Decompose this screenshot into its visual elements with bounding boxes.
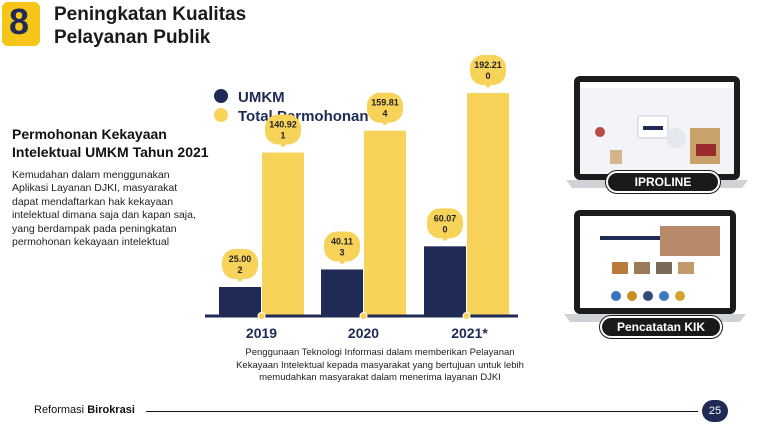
data-label-value: 40.11: [331, 236, 353, 246]
category-marker: [257, 312, 266, 320]
paragraph-line: permohonan kekayaan intelektual: [12, 236, 170, 249]
data-label-bubble: [222, 248, 258, 279]
data-label-value: 140.92: [269, 120, 297, 130]
data-label-pointer: [339, 258, 345, 264]
paragraph-line: Kemudahan dalam menggunakan: [12, 169, 170, 181]
data-label-bubble: [324, 231, 360, 262]
legend-item-umkm: UMKM: [214, 89, 285, 106]
iproline-label: IPROLINE: [606, 171, 720, 193]
paragraph-line: Aplikasi Layanan DJKI, masyarakat: [12, 182, 178, 195]
category-marker: [462, 312, 471, 320]
legend-swatch-total: [214, 108, 228, 122]
data-label-pointer: [442, 235, 448, 241]
data-label-value: 192.21: [474, 60, 502, 70]
footer-prefix: Reformasi: [34, 404, 88, 416]
bar-total-2021: [467, 93, 509, 316]
data-label-value-suffix: 1: [280, 131, 285, 141]
section-number: 8: [8, 1, 30, 42]
x-tick-label: 2020: [348, 325, 379, 341]
category-marker: [359, 312, 368, 320]
bar-umkm-2021: [424, 246, 466, 316]
x-tick-label: 2021*: [451, 325, 488, 341]
kik-label: Pencatatan KIK: [600, 316, 722, 338]
legend-swatch-umkm: [214, 89, 228, 103]
page-title: Peningkatan Kualitas Pelayanan Publik: [54, 3, 246, 49]
data-label-pointer: [485, 82, 491, 88]
data-label-pointer: [382, 120, 388, 126]
data-label-value: 25.00: [229, 254, 252, 264]
chart-caption: Penggunaan Teknologi Informasi dalam mem…: [220, 347, 540, 385]
paragraph-line: intelektual dimana saja dan kapan saja,: [12, 209, 196, 222]
x-tick-label: 2019: [246, 325, 277, 341]
subtitle-line-1: Permohonan Kekayaan: [12, 126, 167, 142]
data-label-bubble: [367, 92, 403, 123]
data-label-value: 159.81: [371, 98, 399, 108]
title-line-2: Pelayanan Publik: [54, 27, 211, 48]
bar-total-2019: [262, 152, 304, 316]
data-label-value-suffix: 0: [485, 71, 490, 81]
page-number: 25: [702, 400, 728, 422]
data-label-value: 60.07: [434, 213, 457, 223]
data-label-value-suffix: 4: [382, 109, 387, 119]
caption-line: memudahkan masyarakat dalam menerima lay…: [259, 372, 501, 383]
section-number-badge: [2, 2, 40, 46]
bar-umkm-2019: [219, 286, 261, 316]
data-label-pointer: [280, 142, 286, 148]
footer-bold: Birokrasi: [87, 404, 135, 416]
data-label-bubble: [265, 114, 301, 145]
data-label-value-suffix: 2: [237, 265, 242, 275]
data-label-value-suffix: 3: [339, 247, 344, 257]
title-line-1: Peningkatan Kualitas: [54, 4, 247, 25]
data-label-bubble: [470, 55, 506, 86]
footer-divider: [146, 411, 698, 412]
footer-brand: Reformasi Birokrasi: [34, 404, 135, 416]
caption-line: Kekayaan Intelektual kepada masyarakat y…: [236, 359, 524, 371]
paragraph-line: dapat mendaftarkan hak kekayaan: [12, 195, 174, 208]
bar-total-2020: [364, 130, 406, 316]
description-paragraph: Kemudahan dalam menggunakan Aplikasi Lay…: [12, 169, 212, 249]
data-label-value-suffix: 0: [442, 224, 447, 234]
subtitle-line-2: Intelektual UMKM Tahun 2021: [12, 144, 209, 160]
caption-line: Penggunaan Teknologi Informasi dalam mem…: [245, 347, 515, 358]
paragraph-line: yang berdampak pada peningkatan: [12, 222, 177, 235]
data-label-pointer: [237, 276, 243, 282]
legend-label-umkm: UMKM: [238, 89, 285, 106]
bar-umkm-2020: [321, 269, 363, 316]
section-subtitle: Permohonan Kekayaan Intelektual UMKM Tah…: [12, 125, 209, 161]
data-label-bubble: [427, 208, 463, 239]
